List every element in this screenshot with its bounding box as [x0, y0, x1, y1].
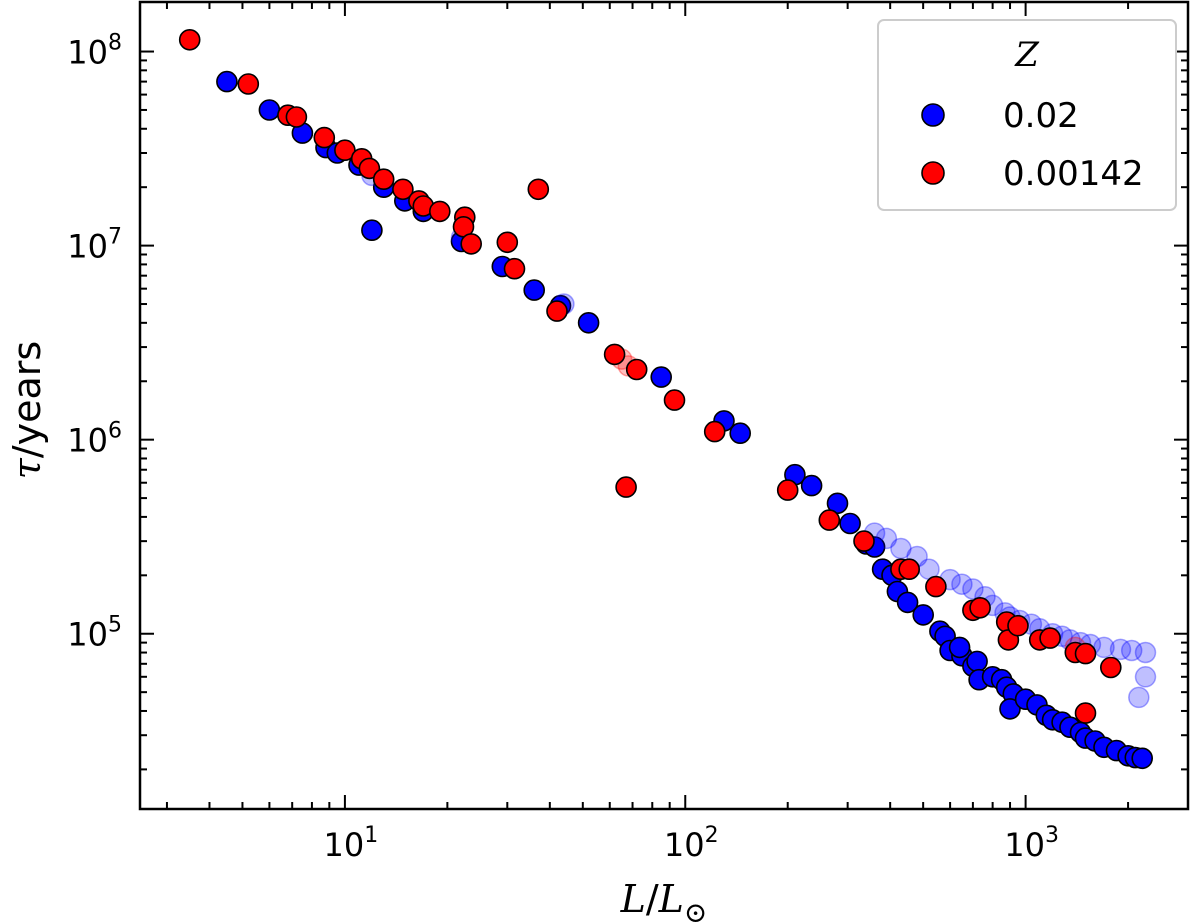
data-point [1128, 686, 1150, 709]
legend: Z 0.02 0.00142 [877, 19, 1177, 211]
x-tick-label: 102 [664, 823, 719, 864]
data-point [898, 558, 921, 581]
data-point [925, 575, 947, 598]
data-points-layer [178, 28, 1157, 770]
data-point [663, 389, 686, 411]
data-point [1120, 639, 1143, 662]
data-point [703, 420, 726, 443]
data-point [361, 219, 383, 241]
data-point [875, 527, 898, 550]
data-point [818, 509, 841, 531]
data-point [428, 200, 451, 223]
data-point [1007, 614, 1029, 637]
y-tick-label: 105 [67, 613, 122, 654]
legend-label: 0.02 [1003, 96, 1079, 136]
data-point [1131, 747, 1153, 770]
legend-marker [921, 103, 945, 127]
data-point [1109, 638, 1132, 661]
y-axis-label: τ/years [5, 341, 49, 479]
legend-title: Z [1014, 35, 1040, 75]
data-point [358, 157, 381, 180]
plot-frame [138, 0, 1190, 811]
data-point [372, 168, 395, 190]
data-point [912, 604, 935, 626]
data-point [729, 422, 752, 445]
data-point [523, 279, 546, 301]
x-tick-label: 101 [324, 823, 379, 864]
data-point [776, 479, 799, 501]
data-point [392, 178, 414, 201]
data-point [216, 70, 238, 93]
data-point [546, 300, 568, 322]
data-point [800, 474, 823, 497]
data-point [1074, 642, 1097, 665]
axis-ticks-layer [140, 2, 1189, 809]
data-point [896, 591, 919, 614]
data-point [948, 636, 971, 659]
data-point [603, 343, 626, 366]
y-tick-label: 107 [67, 225, 122, 266]
data-point [853, 530, 875, 552]
data-point [1074, 702, 1097, 724]
series-0.02 [216, 70, 1153, 770]
data-point [966, 650, 988, 673]
data-point [334, 139, 356, 161]
x-axis-label: L/L⊙ [620, 877, 708, 922]
x-tick-label: 103 [1004, 823, 1059, 864]
data-point [1100, 656, 1122, 679]
data-point [625, 358, 648, 381]
data-point [650, 366, 673, 388]
data-point [1039, 627, 1061, 649]
data-point [969, 596, 991, 619]
y-tick-label: 106 [67, 419, 122, 460]
axis-labels-layer: 101 102 103 105 106 107 108 L/L⊙ τ/years [5, 31, 1059, 922]
y-tick-label: 108 [67, 31, 122, 72]
data-point [313, 126, 336, 149]
data-point [1134, 666, 1157, 688]
data-point [839, 512, 861, 535]
data-point [577, 311, 600, 334]
data-point [258, 99, 281, 121]
data-point [1134, 641, 1157, 664]
data-point [237, 73, 260, 95]
series-0.00142 [178, 28, 1122, 724]
legend-marker [921, 161, 945, 185]
data-point [460, 233, 483, 255]
legend-label: 0.00142 [1003, 154, 1144, 194]
data-point [615, 476, 637, 498]
data-point [285, 106, 308, 128]
data-point [503, 257, 526, 280]
data-point [527, 178, 550, 201]
legend-box [877, 19, 1177, 211]
data-point [496, 231, 519, 254]
data-point [999, 698, 1021, 720]
data-point [962, 578, 984, 600]
data-point [951, 573, 973, 595]
data-point [178, 28, 201, 51]
